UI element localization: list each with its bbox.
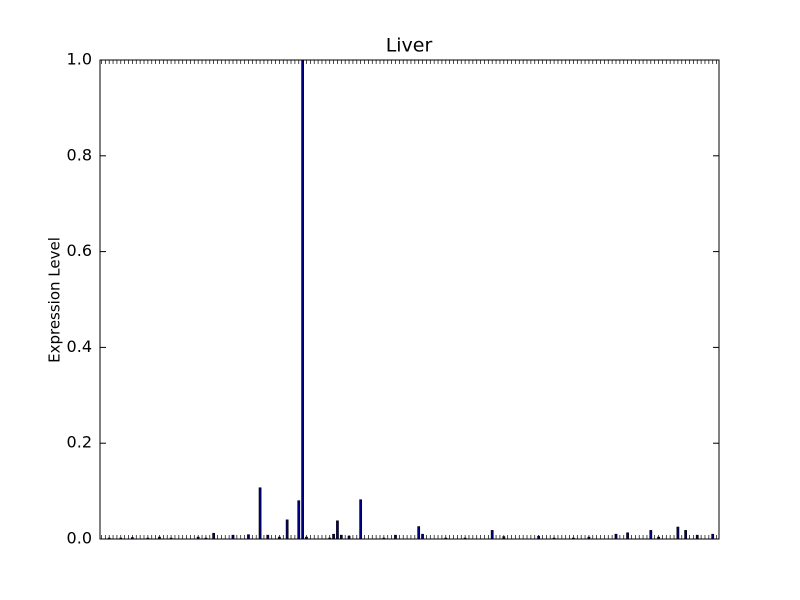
y-tick-label: 0.4 bbox=[67, 337, 92, 356]
y-tick-label: 1.0 bbox=[67, 50, 92, 69]
bar bbox=[339, 534, 343, 540]
bar bbox=[421, 533, 424, 540]
bar bbox=[626, 532, 629, 540]
bar bbox=[266, 534, 270, 540]
bar bbox=[359, 499, 363, 540]
y-axis-label: Expression Level bbox=[46, 237, 64, 363]
bar bbox=[247, 534, 250, 540]
bar bbox=[649, 530, 653, 540]
bar bbox=[695, 534, 699, 540]
bar bbox=[490, 530, 494, 540]
bar bbox=[614, 533, 618, 540]
y-tick-label: 0.0 bbox=[67, 529, 92, 548]
y-tick-label: 0.2 bbox=[67, 433, 92, 452]
bar bbox=[258, 487, 262, 540]
bar bbox=[297, 500, 301, 540]
bar bbox=[684, 530, 687, 540]
bar bbox=[417, 526, 421, 540]
plot-frame bbox=[99, 59, 720, 540]
chart-title: Liver bbox=[386, 35, 433, 57]
bar bbox=[212, 532, 216, 540]
y-tick-label: 0.8 bbox=[67, 145, 92, 164]
bar bbox=[301, 59, 304, 540]
y-tick-label: 0.6 bbox=[67, 241, 92, 260]
bar bbox=[394, 534, 397, 540]
bar bbox=[676, 526, 680, 540]
bar bbox=[711, 533, 715, 540]
bar bbox=[231, 534, 235, 540]
bar bbox=[336, 520, 339, 540]
bar bbox=[285, 519, 289, 540]
bar bbox=[332, 533, 335, 540]
